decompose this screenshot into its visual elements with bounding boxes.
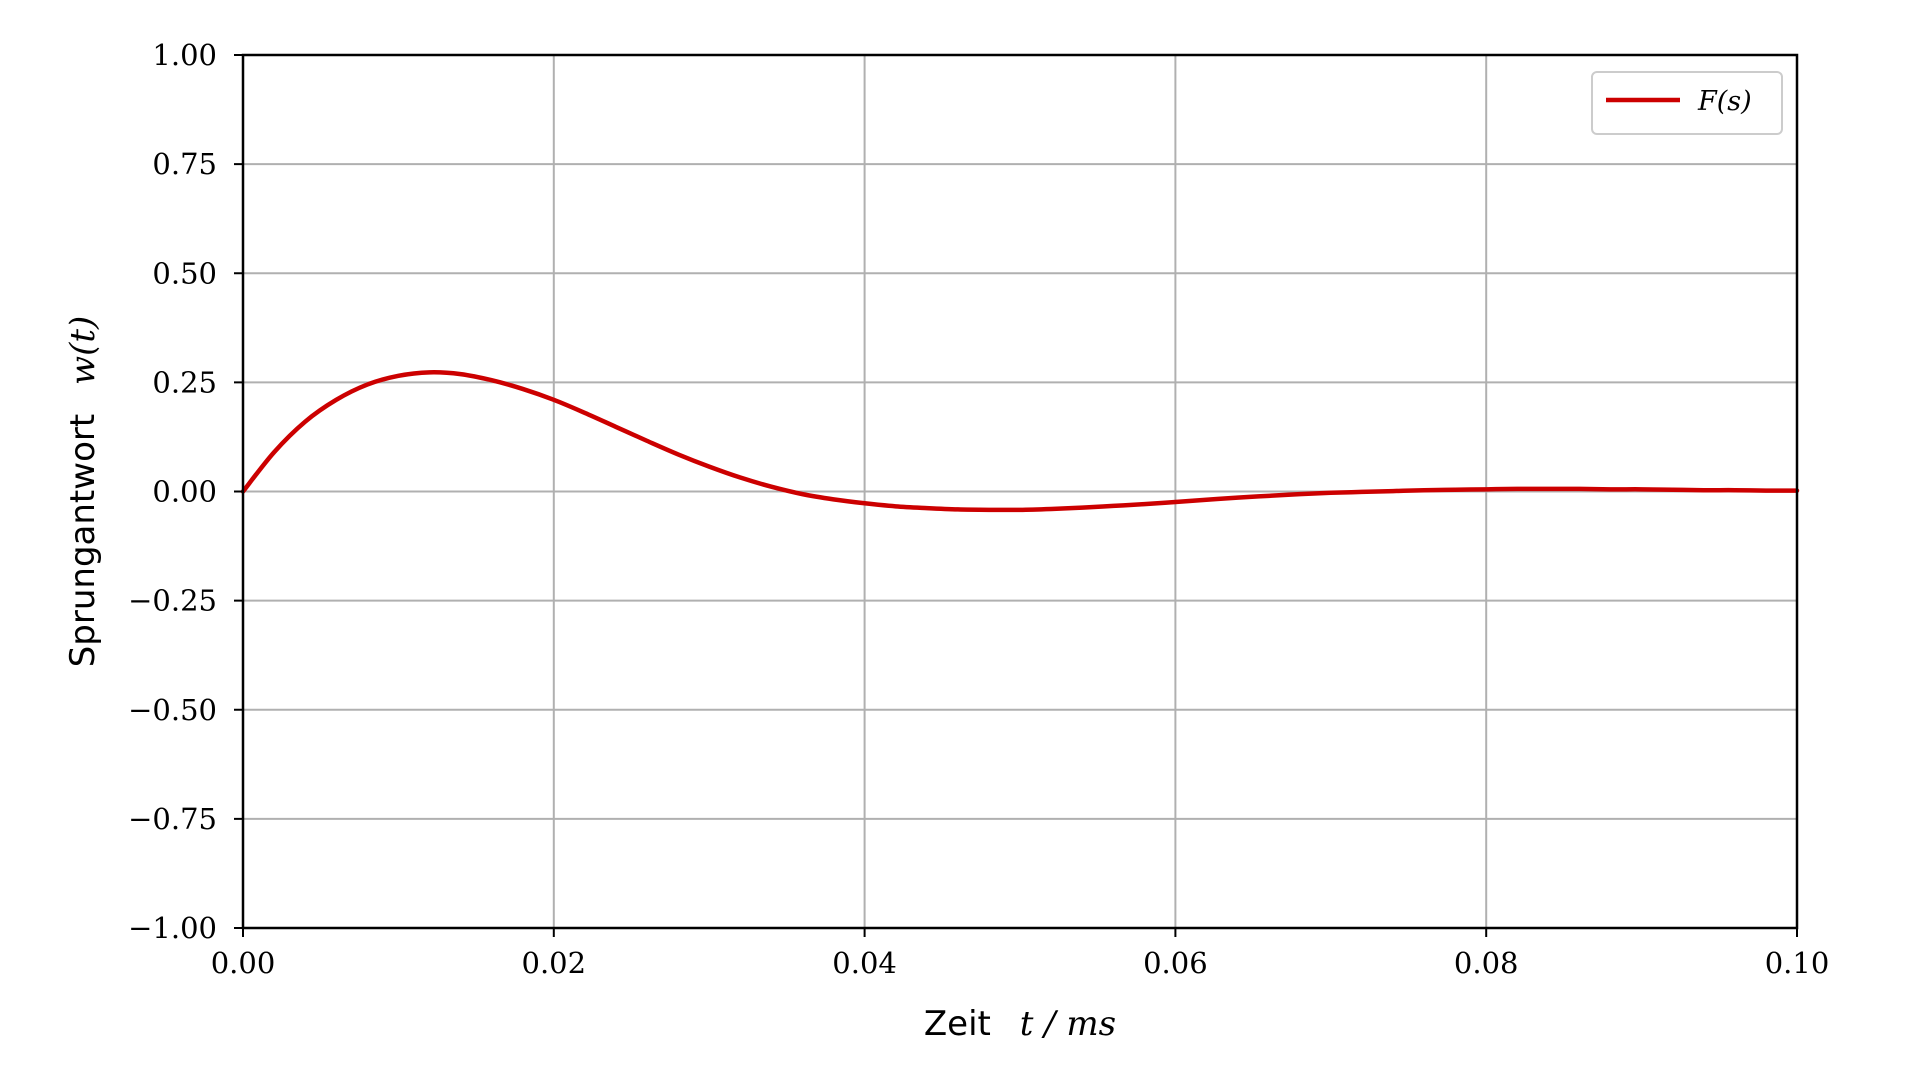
y-tick-label: −0.25 [128,584,217,618]
x-axis-title-text: Zeit [924,1004,991,1044]
x-tick-label: 0.00 [211,946,276,980]
y-tick-label: 0.00 [152,475,217,509]
x-tick-label: 0.10 [1765,946,1830,980]
y-tick-label: 0.75 [152,147,217,181]
series-line-F(s) [240,370,1800,513]
y-tick-label: 0.50 [152,256,217,290]
y-tick-label: 1.00 [152,38,217,72]
x-tick-label: 0.08 [1454,946,1519,980]
x-tick-label: 0.04 [832,946,897,980]
y-tick-label: −0.75 [128,802,217,836]
y-tick-label: 0.25 [152,365,217,399]
legend-label: F(s) [1697,86,1752,117]
x-tick-label: 0.02 [522,946,587,980]
x-tick-label: 0.06 [1143,946,1208,980]
y-tick-label: −1.00 [128,911,217,945]
x-axis-title-math: t / ms [1020,1004,1116,1044]
y-axis-title-text: Sprungantwort [63,414,103,667]
y-axis-title-math: w(t) [63,316,103,385]
x-axis-title: Zeit t / ms [924,1004,1116,1044]
y-axis-title: Sprungantwort w(t) [63,316,103,668]
legend: F(s) [1591,71,1783,135]
legend-box [1591,71,1783,135]
y-tick-label: −0.50 [128,693,217,727]
ticks: 0.00 0.02 0.04 0.06 0.08 0.10 1.00 0.75 0.50 0.25… [128,38,1829,980]
